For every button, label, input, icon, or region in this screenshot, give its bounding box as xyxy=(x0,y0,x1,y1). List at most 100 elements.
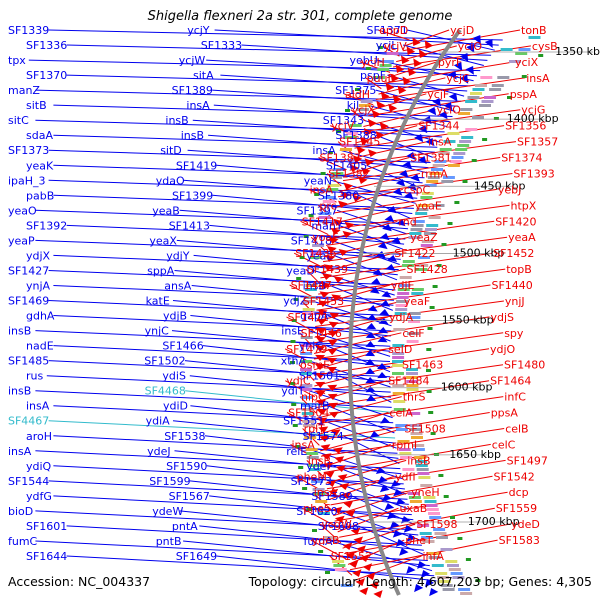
gene-label[interactable]: SF1590 xyxy=(166,460,207,473)
gene-label[interactable]: SF1485 xyxy=(8,355,49,368)
gene-label[interactable]: SF1601 xyxy=(26,520,67,533)
gene-label[interactable]: ydeW xyxy=(152,505,183,518)
gene-label[interactable]: ycgW xyxy=(321,518,352,531)
gene-label[interactable]: htpX xyxy=(511,199,537,212)
gene-label[interactable]: bioD xyxy=(8,505,33,518)
gene-label[interactable]: yciX xyxy=(515,56,539,69)
gene-label[interactable]: SF1598 xyxy=(416,518,457,531)
gene-label[interactable]: sitB xyxy=(26,99,47,112)
gene-label[interactable]: yeaF xyxy=(404,295,430,308)
gene-label[interactable]: ynjA xyxy=(26,280,51,293)
gene-label[interactable]: ydjE xyxy=(391,279,415,292)
gene-label[interactable]: SF1436 xyxy=(295,247,336,260)
gene-label[interactable]: pheT xyxy=(405,534,433,547)
gene-label[interactable]: ydfG xyxy=(26,490,52,503)
gene-label[interactable]: puuD xyxy=(367,72,396,85)
gene-label[interactable]: seID xyxy=(388,343,412,356)
gene-label[interactable]: yeaK xyxy=(26,159,54,172)
gene-label[interactable]: yeaX xyxy=(149,234,177,247)
gene-label[interactable]: tpx xyxy=(8,54,26,67)
gene-label[interactable]: SF1375 xyxy=(335,84,376,97)
gene-label[interactable]: cspC xyxy=(404,183,431,196)
gene-label[interactable]: prc xyxy=(319,199,336,212)
gene-label[interactable]: yeaD xyxy=(286,265,315,278)
gene-label[interactable]: SF1551 xyxy=(283,415,324,428)
gene-label[interactable]: SF1583 xyxy=(499,534,540,547)
gene-label[interactable]: insB xyxy=(8,325,31,338)
gene-label[interactable]: ihfA xyxy=(423,550,445,563)
gene-label[interactable]: yeaN xyxy=(304,174,332,187)
gene-label[interactable]: infC xyxy=(504,391,526,404)
gene-label[interactable]: ydiQ xyxy=(26,460,52,473)
gene-label[interactable]: SF1419 xyxy=(176,159,217,172)
gene-label[interactable]: celF xyxy=(402,327,424,340)
gene-label[interactable]: relE xyxy=(286,445,307,458)
gene-label[interactable]: ydfI xyxy=(395,470,416,483)
gene-label[interactable]: ydjZ xyxy=(283,295,308,308)
gene-label[interactable]: cysB xyxy=(532,40,558,53)
gene-label[interactable]: SF1479 xyxy=(286,343,327,356)
gene-label[interactable]: ydjA xyxy=(389,311,414,324)
gene-label[interactable]: SF1439 xyxy=(307,263,348,276)
gene-label[interactable]: SF1484 xyxy=(388,375,429,388)
gene-label[interactable]: insB xyxy=(165,114,188,127)
gene-label[interactable]: SF1504 xyxy=(288,407,329,420)
gene-label[interactable]: rpmI xyxy=(392,438,417,451)
gene-label[interactable]: thrS xyxy=(403,391,426,404)
gene-label[interactable]: SF1428 xyxy=(407,263,448,276)
gene-label[interactable]: pabB xyxy=(26,189,54,202)
gene-label[interactable]: fumA xyxy=(304,535,334,548)
gene-label[interactable]: insE xyxy=(281,325,304,338)
gene-label[interactable]: celA xyxy=(389,407,413,420)
gene-label[interactable]: yciH xyxy=(361,56,385,69)
gene-label[interactable]: SF1559 xyxy=(496,502,537,515)
gene-label[interactable]: SF1463 xyxy=(402,359,443,372)
gene-label[interactable]: sppA xyxy=(147,265,175,278)
gene-label[interactable]: SF1608 xyxy=(318,520,359,533)
gene-label[interactable]: sitA xyxy=(193,69,214,82)
gene-label[interactable]: SF1373 xyxy=(8,144,49,157)
gene-label[interactable]: sitC xyxy=(8,114,29,127)
gene-label[interactable]: ydiA xyxy=(146,415,171,428)
gene-label[interactable]: katE xyxy=(146,295,170,308)
gene-label[interactable]: celB xyxy=(505,423,528,436)
gene-label[interactable]: SF1420 xyxy=(495,215,536,228)
gene-label[interactable]: SF1405 xyxy=(326,159,367,172)
gene-label[interactable]: SF1544 xyxy=(8,475,49,488)
gene-label[interactable]: yeaP xyxy=(8,234,35,247)
gene-label[interactable]: ansA xyxy=(164,280,191,293)
gene-label[interactable]: insB xyxy=(303,280,326,293)
gene-label[interactable]: SF1357 xyxy=(517,136,558,149)
gene-label[interactable]: SF1397 xyxy=(297,204,338,217)
gene-label[interactable]: ydjC xyxy=(286,375,311,388)
gene-label[interactable]: yciO xyxy=(458,40,483,53)
gene-label[interactable]: SF1502 xyxy=(144,355,185,368)
gene-label[interactable]: ydjS xyxy=(491,311,515,324)
gene-label[interactable]: SF1497 xyxy=(507,454,548,467)
gene-label[interactable]: SF1446 xyxy=(301,327,342,340)
gene-label[interactable]: SF1371 xyxy=(367,24,408,37)
gene-label[interactable]: SF1589 xyxy=(311,490,352,503)
gene-label[interactable]: yciV xyxy=(331,120,355,133)
gene-label[interactable]: SF1649 xyxy=(176,550,217,563)
gene-label[interactable]: ynjC xyxy=(145,325,170,338)
gene-label[interactable]: insA xyxy=(312,144,336,157)
gene-label[interactable]: SF1574 xyxy=(303,430,344,443)
gene-label[interactable]: insB xyxy=(8,385,31,398)
gene-label[interactable]: SF1552 xyxy=(331,550,372,563)
gene-label[interactable]: yeaA xyxy=(508,231,536,244)
gene-label[interactable]: ydeJ xyxy=(147,445,171,458)
gene-label[interactable]: pntB xyxy=(156,535,182,548)
gene-label[interactable]: sdaA xyxy=(26,129,53,142)
gene-label[interactable]: insA xyxy=(428,136,452,149)
gene-label[interactable]: rus xyxy=(26,370,43,383)
gene-label[interactable]: ydjY xyxy=(166,249,190,262)
gene-label[interactable]: spy xyxy=(504,327,524,340)
gene-label[interactable]: manY xyxy=(311,219,342,232)
gene-label[interactable]: insA xyxy=(526,72,550,85)
gene-label[interactable]: SF4468 xyxy=(145,385,186,398)
gene-label[interactable]: pspA xyxy=(510,88,538,101)
gene-label[interactable]: ydjB xyxy=(163,310,187,323)
gene-label[interactable]: insA xyxy=(26,400,50,413)
gene-label[interactable]: dcp xyxy=(509,486,529,499)
